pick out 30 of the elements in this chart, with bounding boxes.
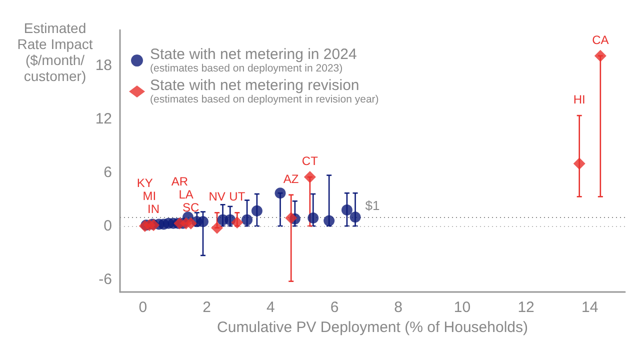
annotation: NV: [208, 190, 226, 204]
annotation: UT: [229, 190, 246, 204]
x-tick-label: 2: [202, 299, 211, 316]
ref-line-label: $1: [365, 198, 380, 214]
legend-label: State with net metering in 2024 (estimates based on deployment in 2023): [150, 46, 357, 74]
x-tick-label: 14: [582, 299, 598, 316]
y-tick-label: -6: [98, 271, 112, 288]
x-tick-label: 8: [394, 299, 403, 316]
annotation: SC: [182, 200, 200, 214]
x-tick-label: 0: [138, 299, 148, 316]
y-tick-label: 0: [104, 218, 112, 235]
annotation: CT: [302, 154, 319, 168]
annotation: IN: [148, 202, 160, 216]
annotation: CA: [592, 32, 609, 47]
annotation: HI: [573, 92, 586, 107]
annotation: AZ: [283, 172, 299, 186]
annotation: LA: [178, 187, 194, 202]
annotation: MI: [142, 189, 156, 204]
y-axis-title: Estimated Rate Impact ($/month/ customer): [17, 20, 93, 84]
x-tick-label: 4: [266, 299, 275, 316]
annotation: AR: [171, 174, 188, 188]
x-tick-label: 10: [454, 299, 471, 316]
y-tick-label: 6: [104, 164, 112, 182]
annotation: KY: [136, 176, 153, 190]
x-axis-title: Cumulative PV Deployment (% of Households): [217, 318, 528, 336]
x-tick-label: 6: [330, 299, 339, 316]
y-tick-label: 12: [95, 110, 112, 128]
y-tick-label: 18: [95, 57, 112, 74]
x-tick-label: 12: [518, 299, 534, 316]
legend-label: State with net metering revision (estimates based on deployment in revision year): [150, 77, 379, 106]
